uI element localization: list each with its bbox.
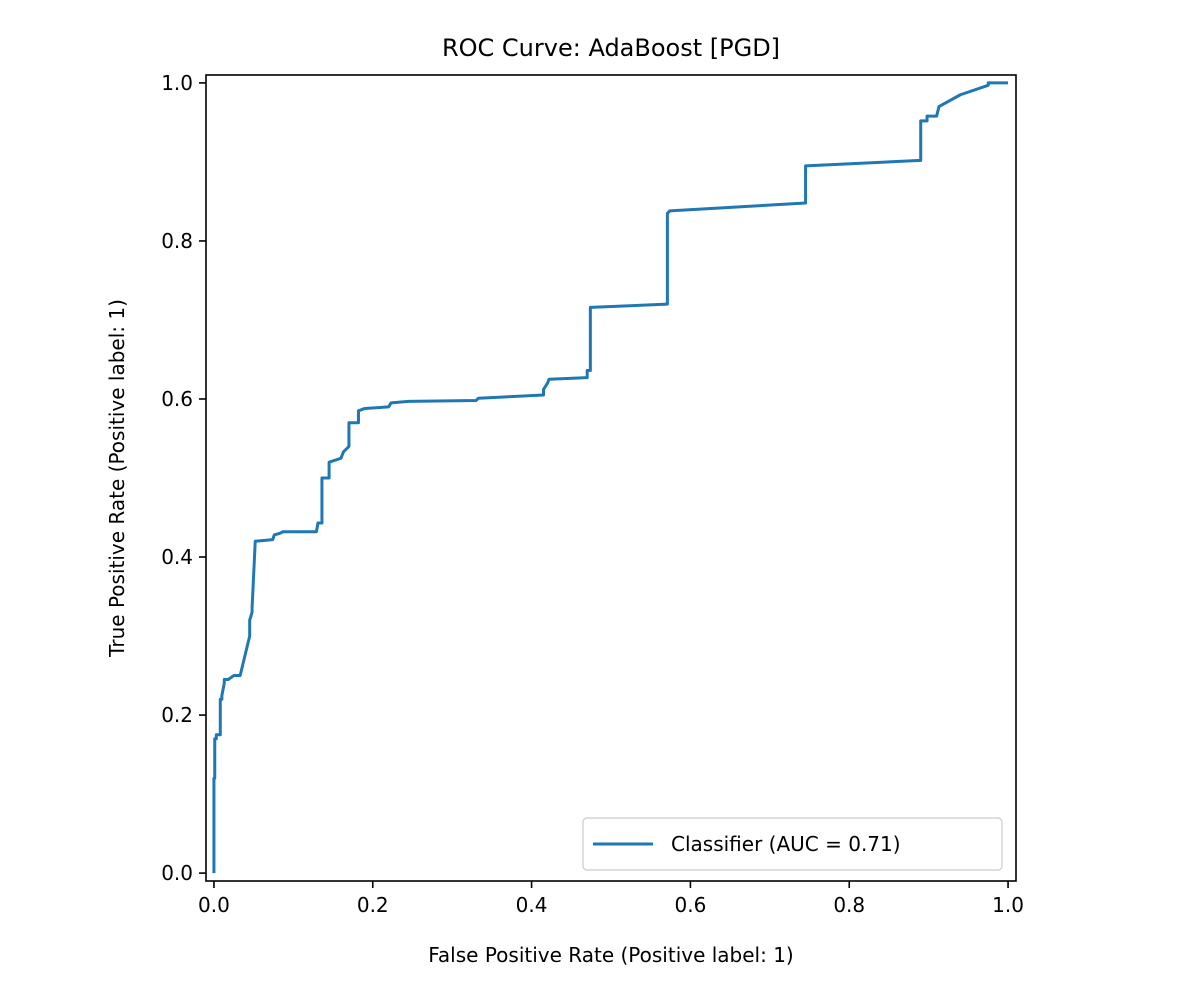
y-tick-label: 1.0 (161, 71, 193, 95)
chart-title: ROC Curve: AdaBoost [PGD] (442, 34, 780, 62)
x-tick-label: 0.8 (833, 893, 865, 917)
y-tick-label: 0.4 (161, 545, 193, 569)
y-tick-label: 0.0 (161, 861, 193, 885)
x-tick-label: 0.2 (357, 893, 389, 917)
y-axis-label: True Positive Rate (Positive label: 1) (105, 299, 129, 658)
x-tick-label: 1.0 (992, 893, 1024, 917)
legend-box (582, 817, 1003, 871)
x-tick-label: 0.6 (675, 893, 707, 917)
y-tick-label: 0.2 (161, 703, 193, 727)
y-tick-label: 0.8 (161, 229, 193, 253)
plot-area-frame (205, 74, 1017, 882)
x-axis-label: False Positive Rate (Positive label: 1) (428, 943, 794, 967)
legend-label: Classifier (AUC = 0.71) (671, 832, 901, 856)
x-axis-ticks: 0.0 0.2 0.4 0.6 0.8 1.0 (198, 881, 1024, 917)
x-tick-label: 0.0 (198, 893, 230, 917)
x-tick-label: 0.4 (516, 893, 548, 917)
y-tick-label: 0.6 (161, 387, 193, 411)
legend: Classifier (AUC = 0.71) (582, 817, 1003, 871)
roc-curve-line (212, 81, 1009, 874)
y-axis-ticks: 0.0 0.2 0.4 0.6 0.8 1.0 (161, 71, 206, 885)
